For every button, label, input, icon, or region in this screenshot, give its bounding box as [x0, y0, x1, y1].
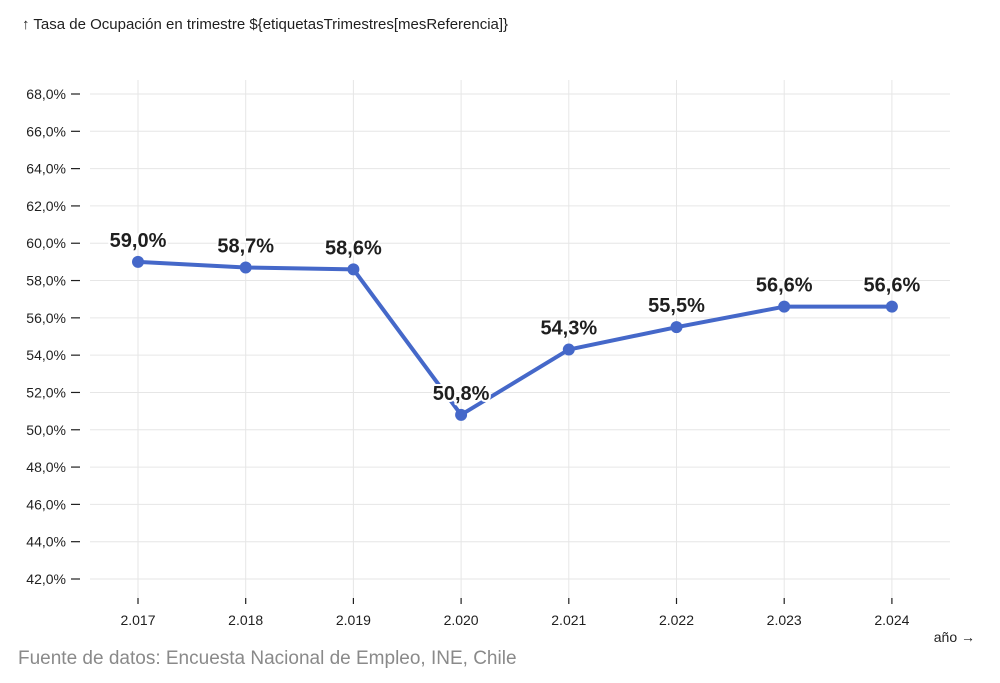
- y-tick-label: 48,0%: [26, 459, 66, 475]
- x-tick-label: 2.023: [767, 612, 802, 628]
- data-point: [562, 343, 575, 356]
- data-point: [347, 263, 360, 276]
- series-line: [136, 259, 894, 417]
- data-point: [132, 255, 144, 268]
- y-tick-label: 56,0%: [26, 310, 66, 326]
- data-label: 58,6%: [325, 237, 382, 259]
- data-label: 54,3%: [540, 318, 597, 340]
- x-tick-label: 2.017: [120, 612, 155, 628]
- y-tick-label: 54,0%: [26, 347, 66, 363]
- data-point: [778, 300, 791, 313]
- source-note: Fuente de datos: Encuesta Nacional de Em…: [18, 648, 517, 669]
- chart-title: ↑ Tasa de Ocupación en trimestre ${etiqu…: [22, 16, 509, 33]
- x-tick-label: 2.019: [336, 612, 371, 628]
- y-axis: 42,0% 44,0% 46,0% 48,0% 50,0% 52,0% 54,0% 56,0%…: [26, 86, 80, 587]
- data-label: 59,0%: [110, 230, 167, 252]
- y-tick-label: 66,0%: [26, 123, 66, 139]
- x-axis: 2.017 2.018 2.019 2.020 2.021 2.022 2.023 2.024…: [120, 598, 975, 645]
- y-tick-label: 42,0%: [26, 571, 66, 587]
- data-labels: 59,0% 58,7% 58,6% 50,8% 54,3% 55,5% 56,6% 56,6%: [108, 228, 923, 407]
- series-line-group: [136, 259, 894, 417]
- data-label: 55,5%: [648, 295, 705, 317]
- data-point: [455, 408, 468, 421]
- y-tick-label: 46,0%: [26, 496, 66, 512]
- data-label: 50,8%: [433, 383, 490, 405]
- x-tick-label: 2.021: [551, 612, 586, 628]
- y-tick-label: 52,0%: [26, 384, 66, 400]
- y-tick-label: 60,0%: [26, 235, 66, 251]
- data-label: 56,6%: [756, 275, 813, 297]
- y-tick-label: 64,0%: [26, 161, 66, 177]
- x-axis-label: año →: [934, 629, 975, 645]
- x-tick-label: 2.020: [444, 612, 479, 628]
- data-point: [885, 300, 898, 313]
- y-tick-label: 62,0%: [26, 198, 66, 214]
- y-tick-label: 50,0%: [26, 422, 66, 438]
- grid: [90, 80, 950, 598]
- y-tick-label: 58,0%: [26, 273, 66, 289]
- data-point: [239, 261, 252, 274]
- data-point: [670, 321, 683, 334]
- data-label: 56,6%: [864, 275, 921, 297]
- data-points: [132, 255, 898, 421]
- x-tick-label: 2.022: [659, 612, 694, 628]
- x-tick-label: 2.018: [228, 612, 263, 628]
- x-tick-label: 2.024: [874, 612, 909, 628]
- data-label: 58,7%: [217, 235, 274, 257]
- y-tick-label: 68,0%: [26, 86, 66, 102]
- y-tick-label: 44,0%: [26, 534, 66, 550]
